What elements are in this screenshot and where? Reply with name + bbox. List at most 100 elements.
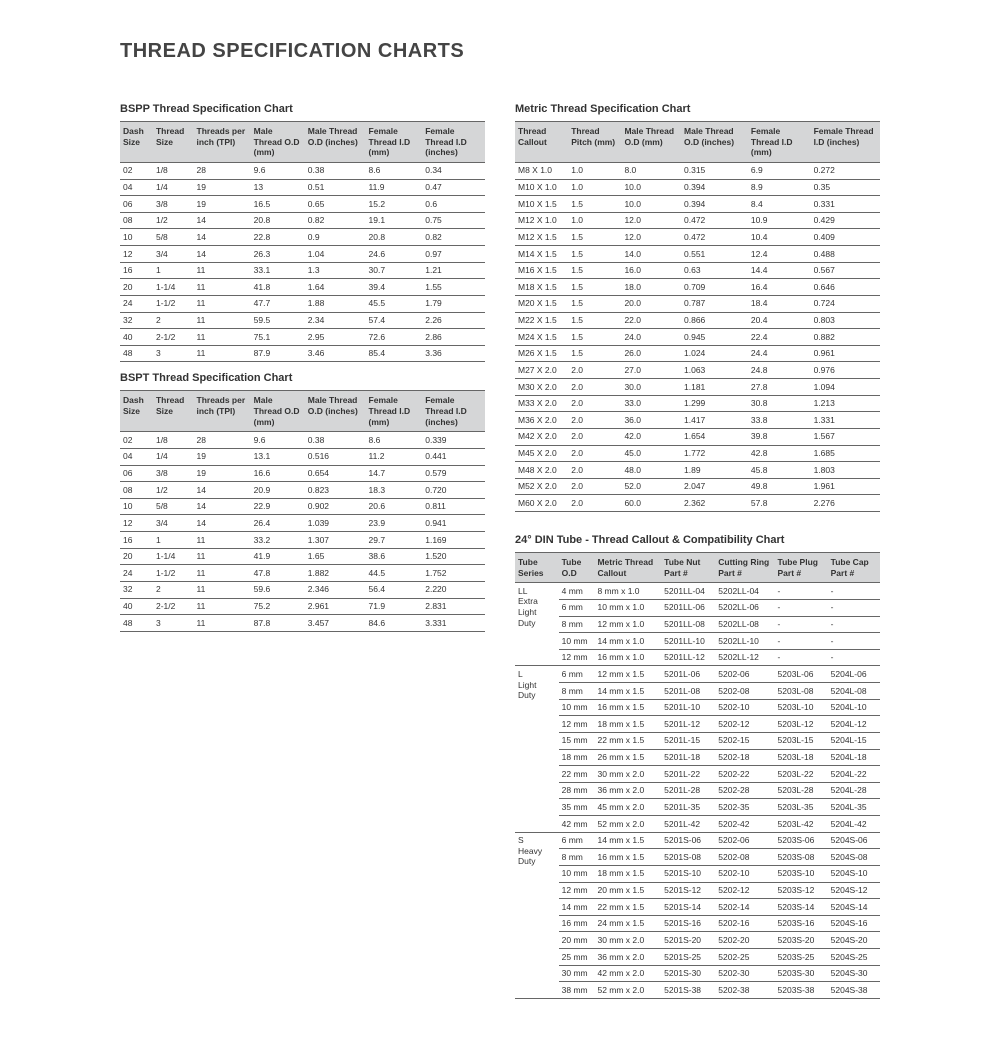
table-cell: 11 bbox=[194, 565, 251, 582]
table-cell: 84.6 bbox=[366, 615, 423, 632]
table-cell: M10 X 1.5 bbox=[515, 196, 568, 213]
table-row: M10 X 1.01.010.00.3948.90.35 bbox=[515, 179, 880, 196]
table-cell: 60.0 bbox=[621, 495, 681, 512]
table-cell: 8.6 bbox=[366, 432, 423, 449]
table-row: 021/8289.60.388.60.34 bbox=[120, 162, 485, 179]
table-cell: 29.7 bbox=[366, 532, 423, 549]
table-cell: 1.0 bbox=[568, 179, 621, 196]
table-cell: 26 mm x 1.5 bbox=[594, 749, 661, 766]
table-row: 3221159.52.3457.42.26 bbox=[120, 312, 485, 329]
table-cell: 10.4 bbox=[748, 229, 811, 246]
table-cell: 8 mm bbox=[559, 849, 595, 866]
table-row: 12 mm18 mm x 1.55201L-125202-125203L-125… bbox=[515, 716, 880, 733]
table-cell: 10 mm bbox=[559, 633, 595, 650]
table-cell: 0.472 bbox=[681, 212, 748, 229]
table-row: SHeavy Duty6 mm14 mm x 1.55201S-065202-0… bbox=[515, 832, 880, 849]
table-row: 041/41913.10.51611.20.441 bbox=[120, 448, 485, 465]
table-cell: 10 mm bbox=[559, 865, 595, 882]
table-cell: 0.961 bbox=[811, 345, 880, 362]
table-cell: 19 bbox=[194, 179, 251, 196]
table-cell: 19.1 bbox=[366, 212, 423, 229]
table-cell: 2.0 bbox=[568, 379, 621, 396]
table-cell: 14.7 bbox=[366, 465, 423, 482]
table-cell: 5201L-42 bbox=[661, 816, 715, 833]
table-cell: 2.362 bbox=[681, 495, 748, 512]
table-cell: 42 mm bbox=[559, 816, 595, 833]
table-cell: 2.220 bbox=[422, 581, 485, 598]
table-cell: 1-1/4 bbox=[153, 548, 194, 565]
table-cell: 19 bbox=[194, 465, 251, 482]
table-cell: 5203S-06 bbox=[775, 832, 828, 849]
table-cell: 22.4 bbox=[748, 329, 811, 346]
table-cell: 5201LL-06 bbox=[661, 599, 715, 616]
table-cell: 33.0 bbox=[621, 395, 681, 412]
table-row: 8 mm12 mm x 1.05201LL-085202LL-08-- bbox=[515, 616, 880, 633]
table-cell: 10.9 bbox=[748, 212, 811, 229]
page-title: THREAD SPECIFICATION CHARTS bbox=[120, 40, 880, 63]
table-cell: M14 X 1.5 bbox=[515, 246, 568, 263]
table-cell: 5202LL-04 bbox=[715, 583, 774, 600]
table-cell: 19 bbox=[194, 448, 251, 465]
table-cell: 14 bbox=[194, 246, 251, 263]
table-cell: 28 bbox=[194, 162, 251, 179]
table-cell: 9.6 bbox=[251, 162, 305, 179]
table-cell: 5201S-14 bbox=[661, 899, 715, 916]
table-cell: 04 bbox=[120, 179, 153, 196]
table-cell: 11 bbox=[194, 262, 251, 279]
table-cell: 1.0 bbox=[568, 162, 621, 179]
table-cell: 5204L-08 bbox=[828, 683, 880, 700]
table-cell: 45.8 bbox=[748, 462, 811, 479]
table-cell: 0.803 bbox=[811, 312, 880, 329]
table-cell: 13.1 bbox=[251, 448, 305, 465]
table-cell: 26.3 bbox=[251, 246, 305, 263]
table-cell: 30 mm bbox=[559, 965, 595, 982]
table-row: M26 X 1.51.526.01.02424.40.961 bbox=[515, 345, 880, 362]
table-cell: 39.4 bbox=[366, 279, 423, 296]
table-cell: M42 X 2.0 bbox=[515, 428, 568, 445]
table-cell: 22 mm bbox=[559, 766, 595, 783]
table-cell: 5202-20 bbox=[715, 932, 774, 949]
table-cell: 1-1/2 bbox=[153, 565, 194, 582]
table-row: 241-1/21147.71.8845.51.79 bbox=[120, 295, 485, 312]
table-header: Female Thread I.D (mm) bbox=[748, 122, 811, 163]
table-cell: 5202-12 bbox=[715, 716, 774, 733]
table-cell: 5201LL-10 bbox=[661, 633, 715, 650]
table-row: 10 mm18 mm x 1.55201S-105202-105203S-105… bbox=[515, 865, 880, 882]
table-cell: 5201L-18 bbox=[661, 749, 715, 766]
table-cell: 1.5 bbox=[568, 196, 621, 213]
table-row: 402-1/21175.12.9572.62.86 bbox=[120, 329, 485, 346]
table-cell: 5204S-14 bbox=[828, 899, 880, 916]
table-cell: 16.5 bbox=[251, 196, 305, 213]
table-header: Dash Size bbox=[120, 122, 153, 163]
table-cell: 5204S-08 bbox=[828, 849, 880, 866]
table-cell: 14.4 bbox=[748, 262, 811, 279]
table-row: 12 mm20 mm x 1.55201S-125202-125203S-125… bbox=[515, 882, 880, 899]
table-row: 20 mm30 mm x 2.05201S-205202-205203S-205… bbox=[515, 932, 880, 949]
table-cell: 1.169 bbox=[422, 532, 485, 549]
table-row: M45 X 2.02.045.01.77242.81.685 bbox=[515, 445, 880, 462]
table-cell: 22.0 bbox=[621, 312, 681, 329]
table-row: 201-1/41141.81.6439.41.55 bbox=[120, 279, 485, 296]
table-cell: 5204S-10 bbox=[828, 865, 880, 882]
table-cell: 28 bbox=[194, 432, 251, 449]
table-header: Thread Pitch (mm) bbox=[568, 122, 621, 163]
table-cell: 30.8 bbox=[748, 395, 811, 412]
table-cell: 75.2 bbox=[251, 598, 305, 615]
table-cell: 0.866 bbox=[681, 312, 748, 329]
table-cell: 48.0 bbox=[621, 462, 681, 479]
table-cell: 20.6 bbox=[366, 498, 423, 515]
table-cell: M26 X 1.5 bbox=[515, 345, 568, 362]
table-cell: 22 mm x 1.5 bbox=[594, 899, 661, 916]
table-cell: 20.0 bbox=[621, 295, 681, 312]
table-row: 123/41426.41.03923.90.941 bbox=[120, 515, 485, 532]
table-cell: 0.488 bbox=[811, 246, 880, 263]
table-cell: 10 mm x 1.0 bbox=[594, 599, 661, 616]
table-header: Tube Plug Part # bbox=[775, 553, 828, 583]
table-cell: 5202-28 bbox=[715, 782, 774, 799]
table-cell: 56.4 bbox=[366, 581, 423, 598]
table-row: 25 mm36 mm x 2.05201S-255202-255203S-255… bbox=[515, 949, 880, 966]
table-cell: 5203L-10 bbox=[775, 699, 828, 716]
table-cell: 25 mm bbox=[559, 949, 595, 966]
table-cell: 11 bbox=[194, 598, 251, 615]
table-cell: 11 bbox=[194, 312, 251, 329]
